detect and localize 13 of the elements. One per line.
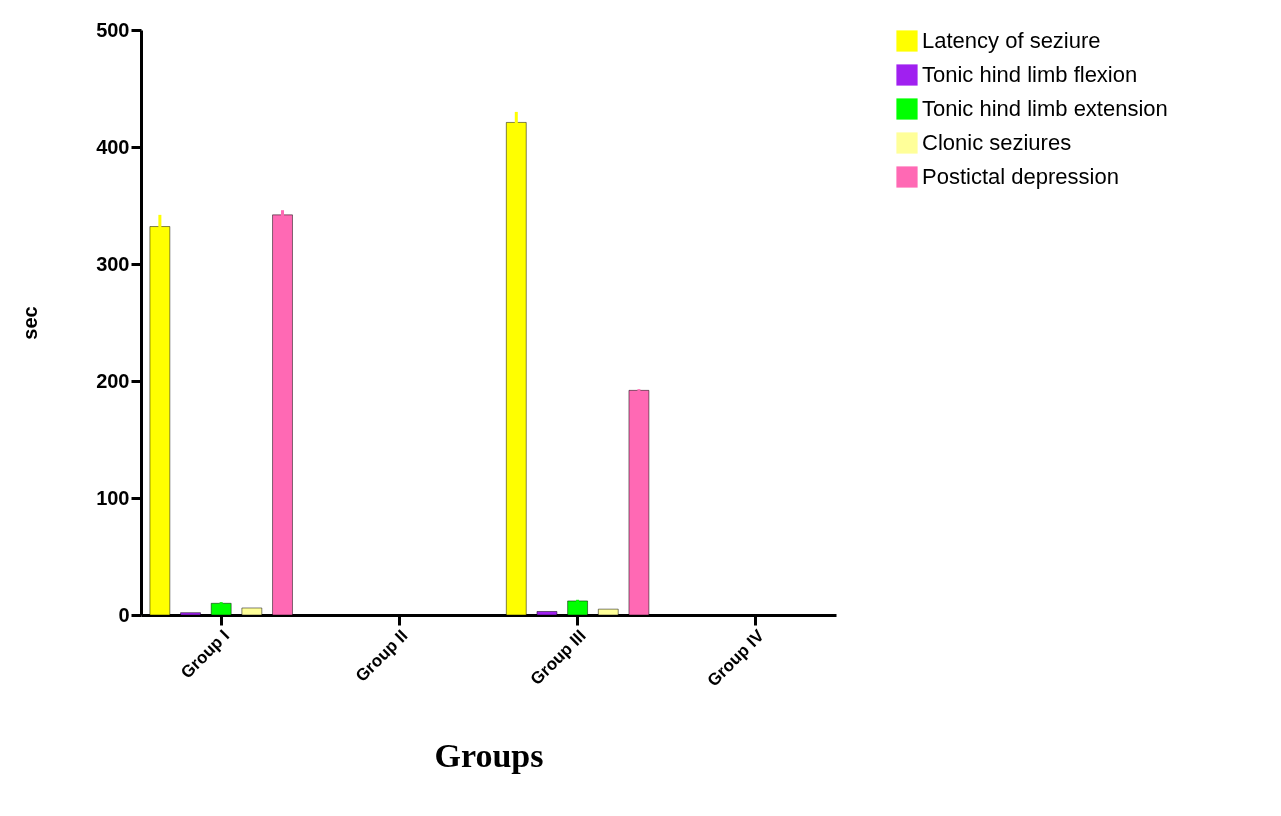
- y-tick-label: 0: [118, 603, 130, 626]
- y-tick-label: 200: [96, 369, 130, 392]
- legend-label: Tonic hind limb flexion: [922, 62, 1138, 87]
- x-axis-title: Groups: [434, 736, 544, 774]
- legend-label: Tonic hind limb extension: [922, 96, 1168, 121]
- y-axis-title: sec: [19, 306, 42, 340]
- legend-label: Clonic seziures: [922, 130, 1072, 155]
- legend-label: Latency of seziure: [922, 28, 1101, 53]
- y-tick-label: 500: [96, 18, 130, 41]
- y-tick-label: 400: [96, 135, 130, 158]
- y-tick-label: 300: [96, 252, 130, 275]
- y-tick-label: 100: [96, 486, 130, 509]
- legend-label: Postictal depression: [922, 164, 1119, 189]
